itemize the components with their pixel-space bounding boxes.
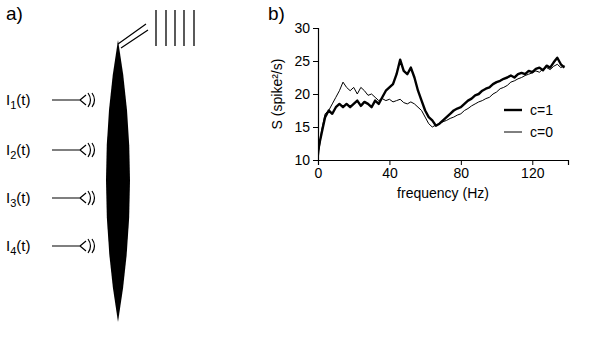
y-axis-title: S (spike²/s)	[269, 59, 285, 130]
axis-line	[313, 29, 319, 161]
x-axis-title: frequency (Hz)	[397, 185, 489, 201]
neuron	[106, 40, 130, 322]
tick-mark	[313, 61, 318, 62]
plot-area	[318, 58, 564, 160]
legend-label: c=0	[530, 124, 553, 140]
tick-mark	[313, 127, 318, 128]
input-arg: (t)	[16, 237, 30, 254]
panel-label: b)	[268, 3, 285, 24]
legend-swatch	[504, 109, 522, 111]
y-axis: 10 15 20 25 30	[294, 20, 318, 168]
input-label: I1(t)	[6, 91, 30, 111]
input-line	[52, 95, 86, 105]
tick: 30	[294, 20, 318, 36]
tick: 120	[521, 160, 545, 181]
tick: 10	[294, 152, 318, 168]
input-line	[52, 241, 86, 251]
chart: 0 40 80 120 10 15 20 25 30 frequency (Hz) S (spike…	[269, 20, 569, 201]
diagram: I1(t) I2(t) I3(t) I4(t)	[6, 10, 194, 322]
synapse-arc	[88, 93, 91, 107]
tick-label: 25	[294, 53, 310, 69]
synapse-arc	[92, 93, 95, 107]
spike	[165, 10, 166, 46]
tick: 40	[382, 160, 398, 181]
synapse-arc	[92, 191, 95, 205]
input-label: I3(t)	[6, 189, 30, 209]
input-label: I4(t)	[6, 237, 30, 257]
synapse-arc	[92, 239, 95, 253]
series-line	[318, 58, 564, 150]
tick: 15	[294, 119, 318, 135]
tick-label: 80	[454, 165, 470, 181]
series-line	[318, 64, 564, 160]
input-arg: (t)	[16, 189, 30, 206]
tick-label: 0	[315, 165, 323, 181]
synapse-arc	[88, 191, 91, 205]
tick-label: 15	[294, 119, 310, 135]
legend: c=1c=0	[504, 102, 553, 140]
tick-mark	[313, 94, 318, 95]
input-arg: (t)	[16, 141, 30, 158]
legend-label: c=1	[530, 102, 553, 118]
synapse-arc	[88, 239, 91, 253]
spike	[155, 10, 156, 46]
tick-label: 40	[382, 165, 398, 181]
tick: 0	[315, 160, 323, 181]
tick-label: 20	[294, 86, 310, 102]
spike	[193, 10, 194, 46]
tick-label: 120	[521, 165, 545, 181]
synapse-arc	[92, 143, 95, 157]
tick: 25	[294, 53, 318, 69]
spike	[183, 10, 184, 46]
panel-label: a)	[6, 3, 23, 24]
synapse-arc	[88, 143, 91, 157]
figure: a) I1(t) I2(t) I3(t) I4(t) b) 0 40 80 120 10 15 20 25…	[0, 0, 605, 353]
tick-label: 30	[294, 20, 310, 36]
input-line	[52, 193, 86, 203]
tick-label: 10	[294, 152, 310, 168]
tick: 20	[294, 86, 318, 102]
input-arg: (t)	[16, 91, 30, 108]
x-axis: 0 40 80 120	[315, 160, 569, 181]
tick: 80	[454, 160, 470, 181]
axon	[118, 24, 148, 48]
input-label: I2(t)	[6, 141, 30, 161]
legend-swatch	[504, 132, 522, 133]
tick-mark	[313, 28, 318, 29]
input-line	[52, 145, 86, 155]
tick-mark	[313, 160, 318, 161]
spike	[174, 10, 175, 46]
